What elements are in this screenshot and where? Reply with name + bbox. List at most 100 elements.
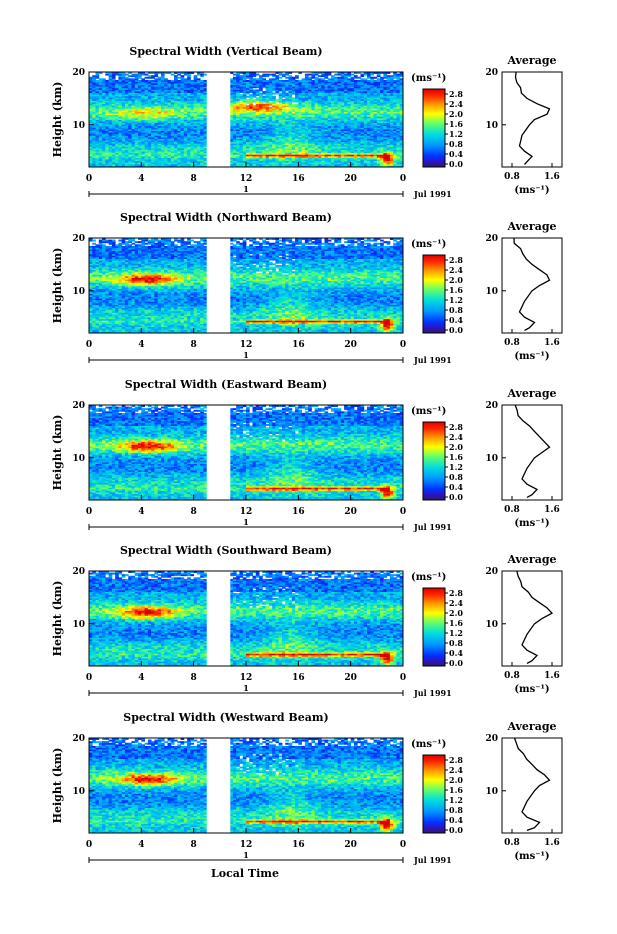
heatmap-cell xyxy=(354,75,358,77)
heatmap-cell xyxy=(246,80,250,82)
heatmap-cell xyxy=(331,75,335,77)
heatmap-cell xyxy=(262,96,266,98)
heatmap-cell xyxy=(282,80,286,82)
heatmap-cell xyxy=(132,78,136,80)
heatmap-cell xyxy=(256,74,260,76)
heatmap-cell xyxy=(269,78,273,80)
heatmap-cell xyxy=(148,80,152,82)
heatmap-cell xyxy=(177,77,181,79)
heatmap-cell xyxy=(135,74,139,76)
heatmap-cell xyxy=(105,80,109,82)
heatmap-cell xyxy=(128,78,132,80)
heatmap-cell xyxy=(374,80,378,82)
heatmap-cell xyxy=(351,77,355,79)
heatmap-cell xyxy=(302,78,306,80)
heatmap-cell xyxy=(125,74,129,76)
heatmap-cell xyxy=(96,80,100,82)
heatmap-cell xyxy=(99,78,103,80)
heatmap-cell xyxy=(259,93,263,95)
heatmap-cell xyxy=(253,99,257,101)
heatmap-cell xyxy=(203,74,207,76)
heatmap-cell xyxy=(272,78,276,80)
heatmap-cell xyxy=(308,77,312,79)
heatmap-cell xyxy=(253,105,257,107)
heatmap-cell xyxy=(285,77,289,79)
heatmap-cell xyxy=(177,80,181,82)
heatmap-cell xyxy=(262,78,266,80)
heatmap-cell xyxy=(305,74,309,76)
heatmap-cell xyxy=(298,80,302,82)
heatmap-cell xyxy=(246,96,250,98)
heatmap-cell xyxy=(380,77,384,79)
heatmap-cell xyxy=(328,78,332,80)
heatmap-cell xyxy=(262,74,266,76)
heatmap-cell xyxy=(292,97,296,99)
heatmap-cell xyxy=(141,78,145,80)
heatmap-cell xyxy=(289,75,293,77)
heatmap-cell xyxy=(154,78,158,80)
heatmap-cell xyxy=(360,78,364,80)
heatmap-cell xyxy=(174,75,178,77)
heatmap-cell xyxy=(168,80,172,82)
heatmap-cell xyxy=(272,96,276,98)
heatmap-cell xyxy=(138,80,142,82)
heatmap-cell xyxy=(272,93,276,95)
heatmap-cell xyxy=(259,75,263,77)
heatmap-cell xyxy=(249,94,253,96)
heatmap-cell xyxy=(239,94,243,96)
heatmap-cell xyxy=(115,80,119,82)
heatmap-cell xyxy=(338,77,342,79)
heatmap-cell xyxy=(275,75,279,77)
heatmap-cell xyxy=(266,80,270,82)
heatmap-cell xyxy=(383,80,387,82)
heatmap-cell xyxy=(357,77,361,79)
heatmap-cell xyxy=(89,77,93,79)
heatmap-cell xyxy=(279,93,283,95)
heatmap-cell xyxy=(321,78,325,80)
heatmap-cell xyxy=(145,80,149,82)
heatmap-cell xyxy=(275,99,279,101)
heatmap-cell xyxy=(387,75,391,77)
heatmap-cell xyxy=(374,77,378,79)
heatmap-cell xyxy=(262,91,266,93)
heatmap-cell xyxy=(367,80,371,82)
heatmap-cell xyxy=(272,74,276,76)
heatmap-cell xyxy=(190,80,194,82)
heatmap-cell xyxy=(171,74,175,76)
heatmap-cell xyxy=(233,74,237,76)
heatmap-cell xyxy=(390,75,394,77)
heatmap-cell xyxy=(197,78,201,80)
heatmap-cell xyxy=(256,89,260,91)
heatmap-cell xyxy=(194,75,198,77)
heatmap-cell xyxy=(164,78,168,80)
heatmap-cell xyxy=(145,74,149,76)
heatmap-cell xyxy=(360,74,364,76)
heatmap-cell xyxy=(292,104,296,106)
heatmap-cell xyxy=(145,77,149,79)
heatmap-cell xyxy=(181,75,185,77)
heatmap-cell xyxy=(102,78,106,80)
heatmap-cell xyxy=(308,74,312,76)
heatmap-cell xyxy=(203,80,207,82)
heatmap-cell xyxy=(200,80,204,82)
heatmap-cell xyxy=(282,74,286,76)
heatmap-cell xyxy=(279,77,283,79)
heatmap-cell xyxy=(292,77,296,79)
heatmap-cell xyxy=(184,78,188,80)
heatmap-cell xyxy=(279,80,283,82)
heatmap-cell xyxy=(325,80,329,82)
heatmap-cell xyxy=(275,104,279,106)
heatmap-cell xyxy=(351,74,355,76)
heatmap-cell xyxy=(125,77,129,79)
heatmap-cell xyxy=(295,75,299,77)
panel-title: Spectral Width (Vertical Beam) xyxy=(129,45,322,58)
heatmap-cell xyxy=(148,75,152,77)
heatmap-cell xyxy=(158,77,162,79)
heatmap-cell xyxy=(171,80,175,82)
heatmap-cell xyxy=(347,78,351,80)
heatmap-cell xyxy=(253,89,257,91)
heatmap-cell xyxy=(128,75,132,77)
heatmap-cell xyxy=(334,77,338,79)
panel-1: Spectral Width (Vertical Beam)2010Height… xyxy=(51,45,562,199)
heatmap-cell xyxy=(256,78,260,80)
